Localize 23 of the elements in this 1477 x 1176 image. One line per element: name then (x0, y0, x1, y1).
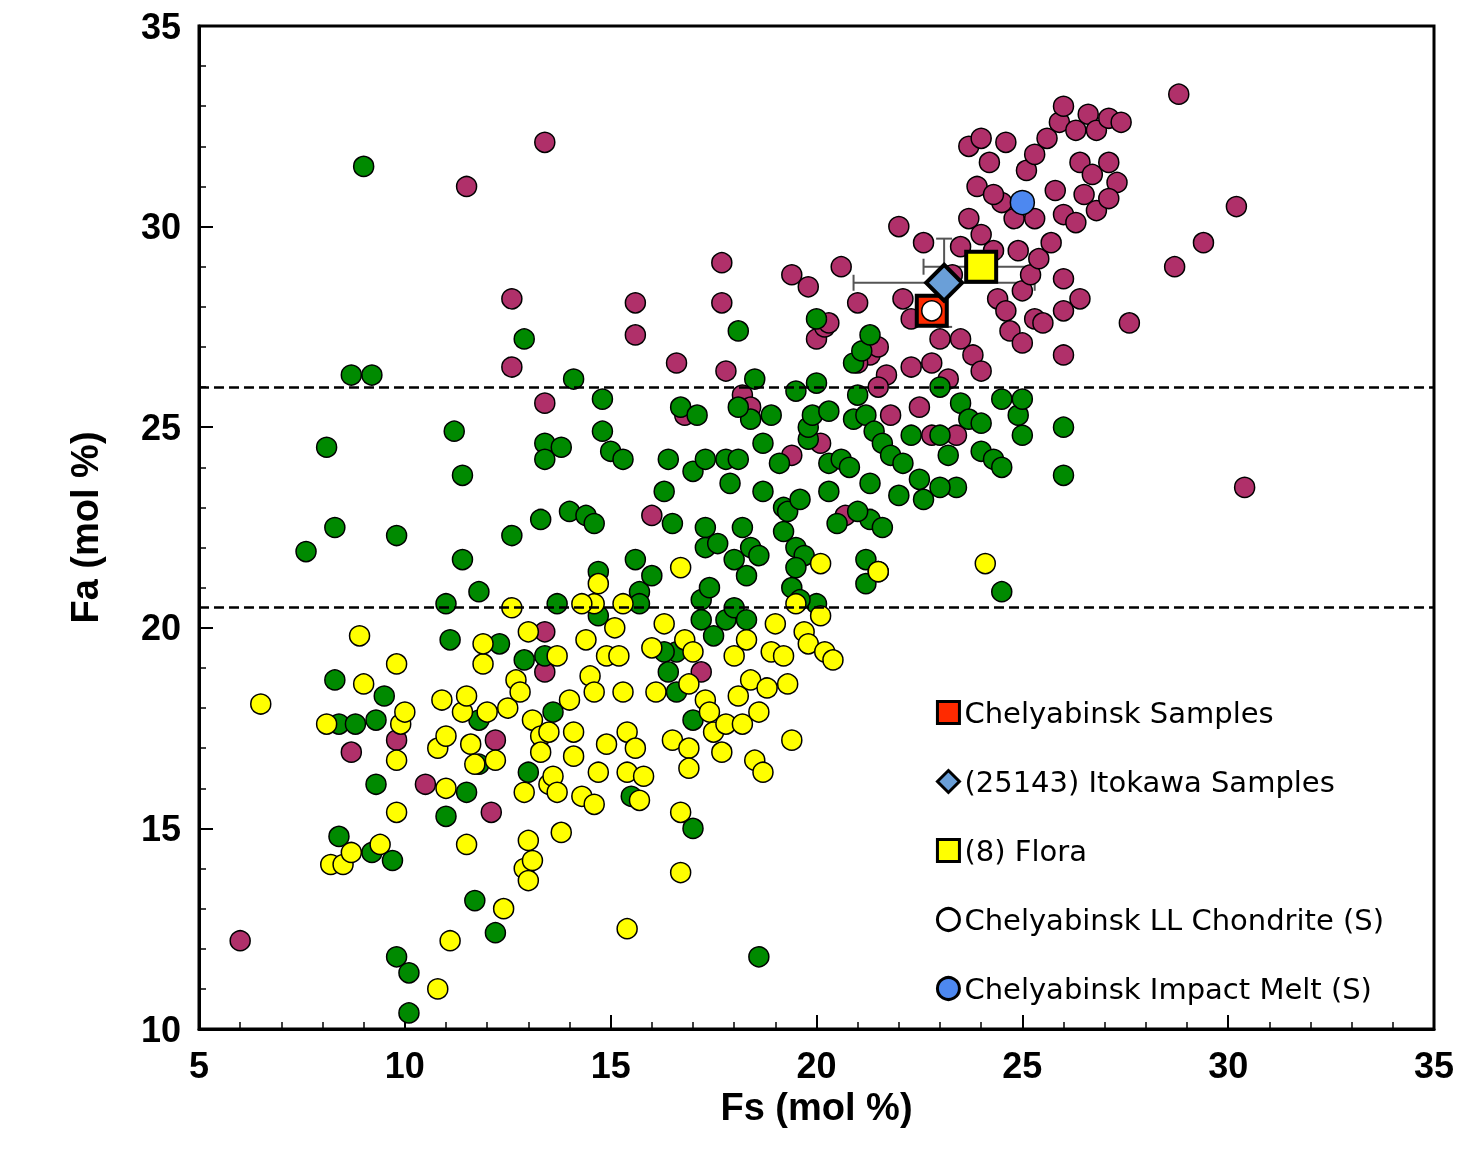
x-tick-label: 10 (384, 1044, 425, 1086)
y-tick-label: 30 (140, 206, 181, 248)
y-tick-label: 35 (140, 5, 181, 47)
x-tick-label: 25 (1002, 1044, 1043, 1086)
y-tick-label: 20 (140, 607, 181, 649)
legend-label: Chelyabinsk LL Chondrite (S) (964, 902, 1385, 937)
legend-label: Chelyabinsk Impact Melt (S) (964, 971, 1372, 1006)
x-axis-title: Fs (mol %) (720, 1085, 913, 1128)
point (964, 249, 999, 284)
y-tick-label: 15 (140, 807, 181, 849)
x-tick-label: 20 (796, 1044, 837, 1086)
x-tick-label: 5 (188, 1044, 210, 1086)
y-tick-label: 10 (140, 1008, 181, 1050)
point (1009, 189, 1036, 216)
x-tick-label: 15 (590, 1044, 631, 1086)
y-axis-title: Fa (mol %) (64, 431, 106, 624)
x-tick-label: 30 (1208, 1044, 1249, 1086)
legend-label: (25143) Itokawa Samples (964, 764, 1335, 799)
x-tick-label: 35 (1413, 1044, 1455, 1086)
legend-label: Chelyabinsk Samples (964, 695, 1274, 730)
legend-label: (8) Flora (964, 833, 1087, 868)
point (924, 262, 965, 303)
y-tick-label: 25 (140, 406, 181, 448)
